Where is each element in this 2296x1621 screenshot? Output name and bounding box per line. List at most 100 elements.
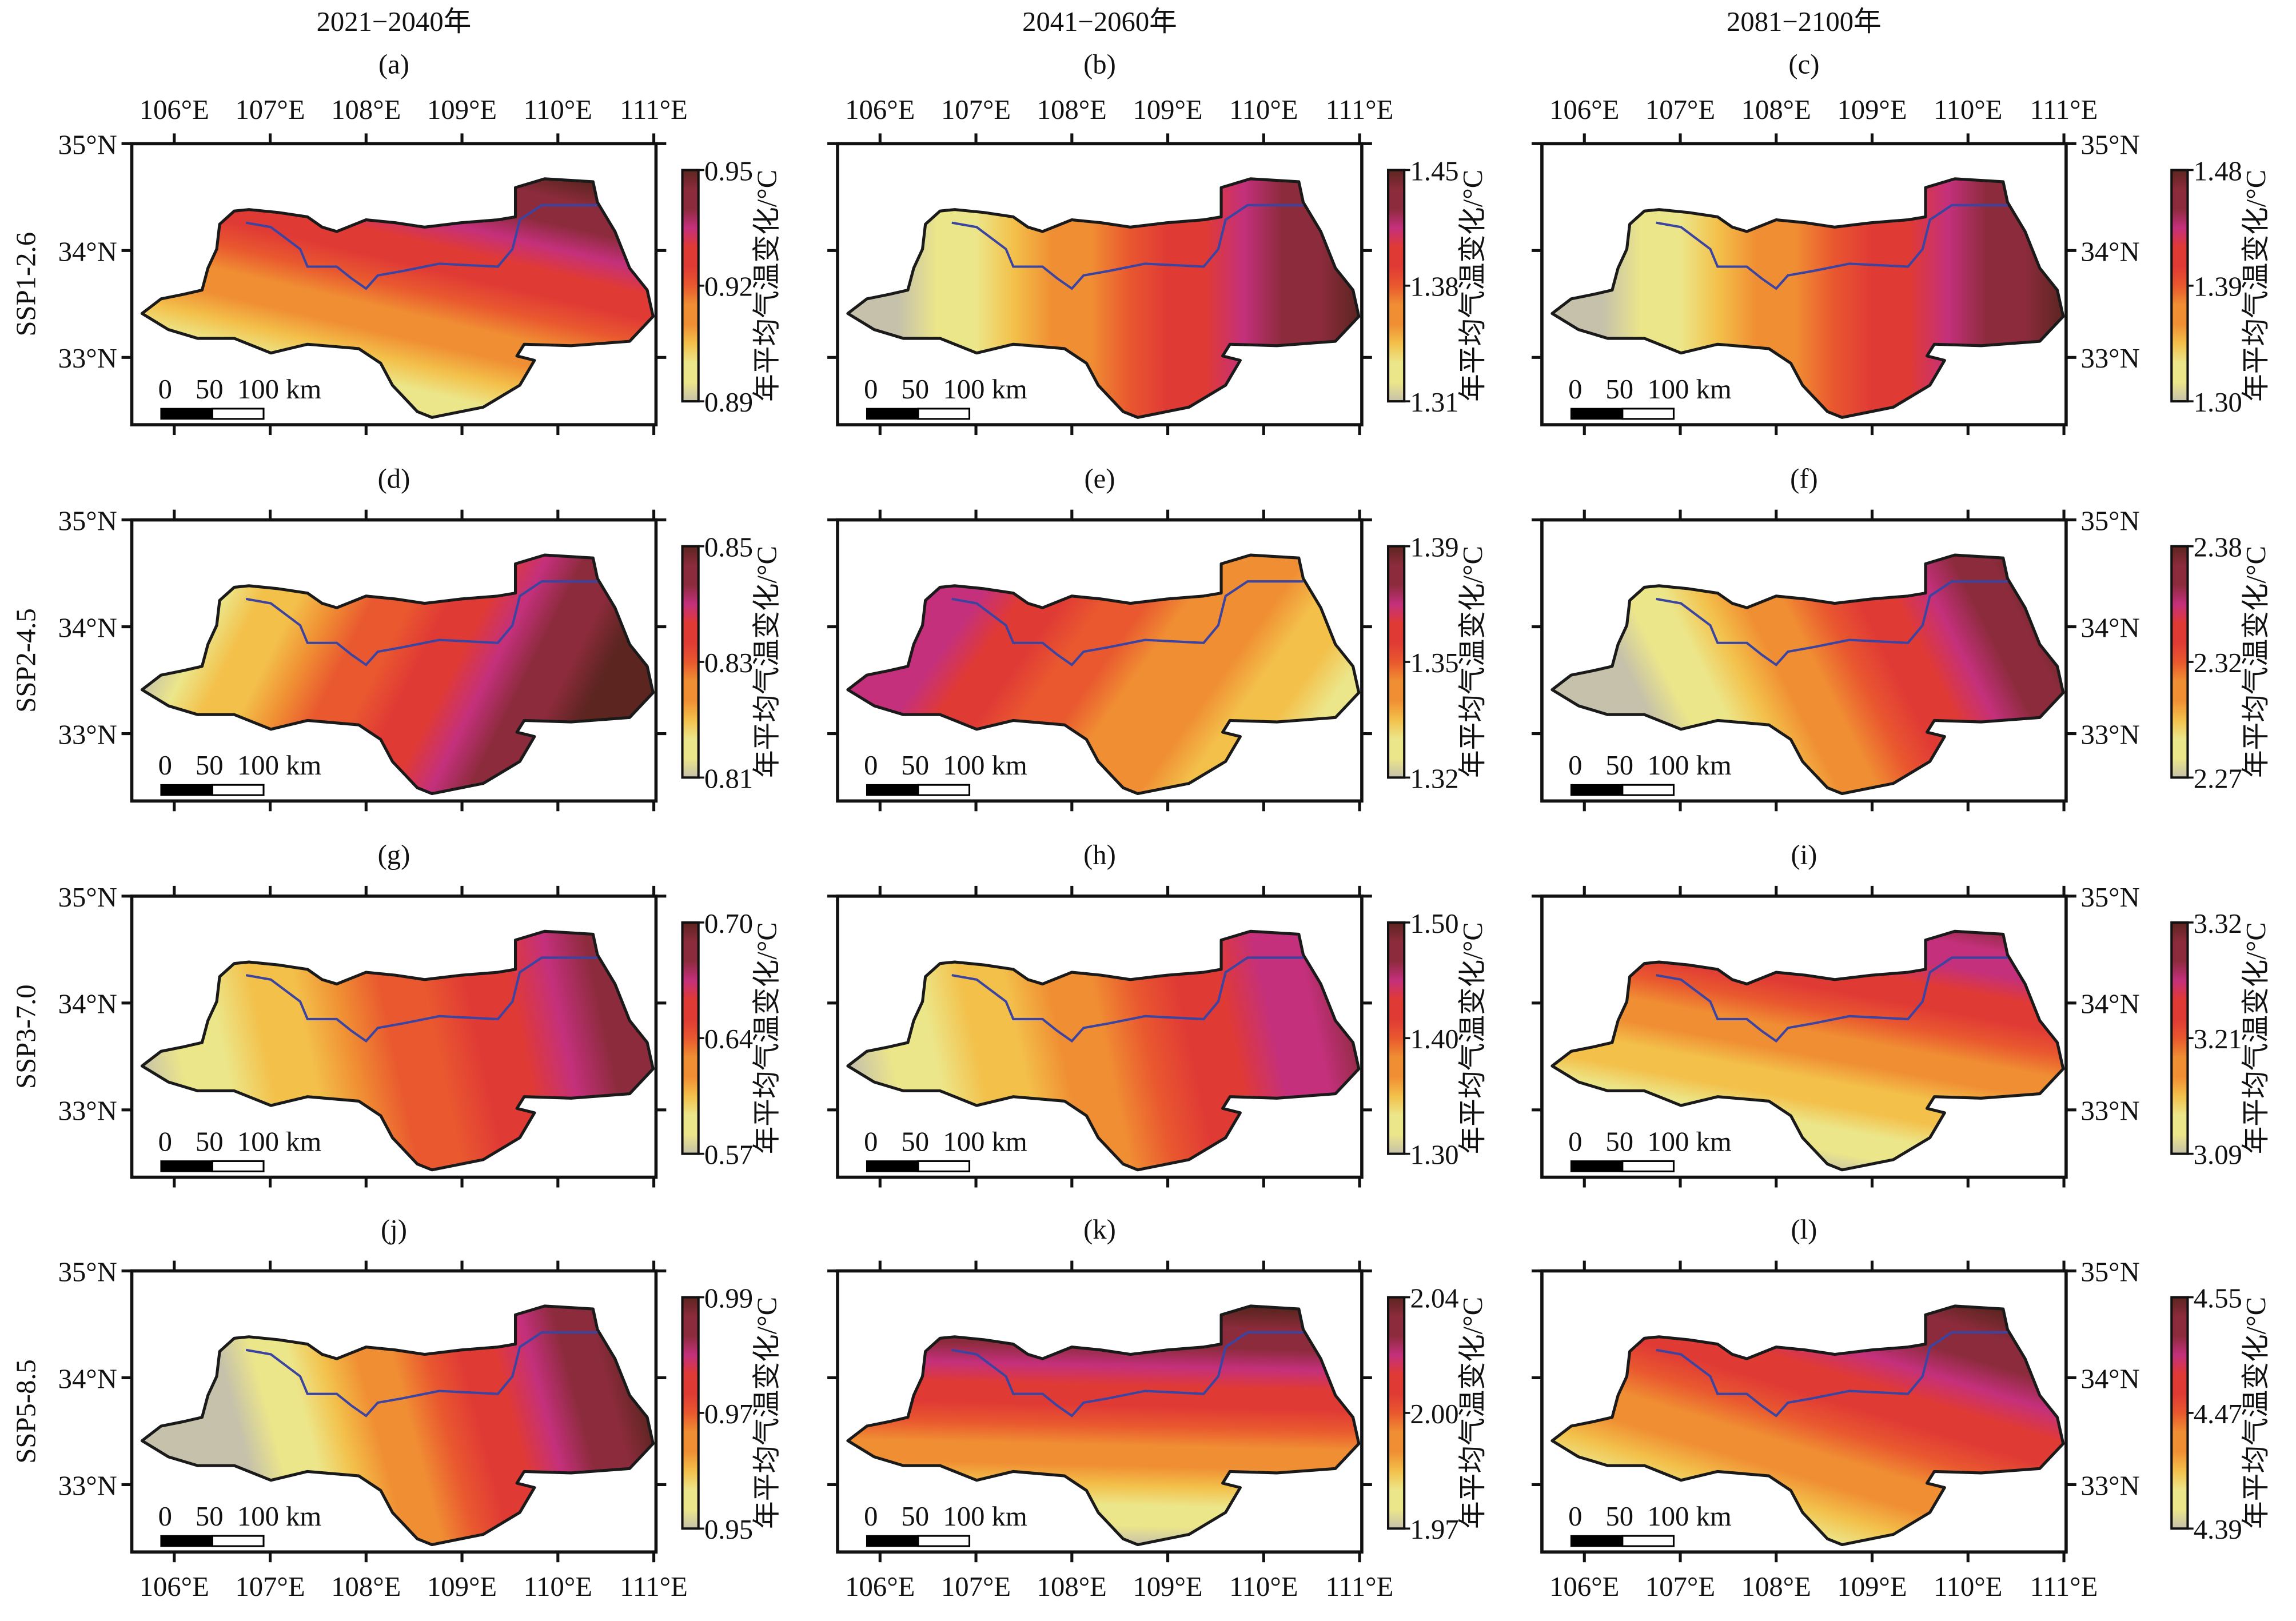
- colorbar-title: 年平均气温变化/°C: [2241, 922, 2271, 1154]
- scale-bar-black: [1570, 1160, 1624, 1172]
- panel-letter: (c): [1788, 49, 1819, 79]
- scale-bar-label: 50: [196, 374, 224, 405]
- lat-label: 35°N: [58, 129, 117, 160]
- colorbar-tick-label: 2.00: [1410, 1399, 1458, 1430]
- lon-label: 106°E: [1549, 1571, 1619, 1602]
- colorbar-tick-label: 1.30: [1410, 1140, 1458, 1171]
- colorbar-title: 年平均气温变化/°C: [2241, 1297, 2271, 1529]
- lat-label: 33°N: [58, 1470, 117, 1501]
- colorbar-tick-label: 3.09: [2194, 1140, 2242, 1171]
- map-panel: (g) 35°N 34°N 33°N 0 50 100 km 0.70 0.64 0.57年平均气…: [58, 839, 782, 1188]
- colorbar: [681, 921, 700, 1155]
- colorbar: [1386, 545, 1406, 779]
- colorbar-tick-label: 0.97: [704, 1399, 753, 1430]
- river-line: [245, 580, 597, 666]
- study-region: [846, 929, 1361, 1172]
- river-line: [245, 203, 597, 290]
- colorbar-title: 年平均气温变化/°C: [2241, 170, 2271, 402]
- colorbar-tick-label: 1.35: [1410, 648, 1458, 678]
- lat-label: 35°N: [58, 1256, 117, 1287]
- colorbar-tick-label: 1.31: [1410, 387, 1458, 418]
- scale-bar-label: 0: [158, 1126, 172, 1157]
- lon-label: 109°E: [427, 1571, 497, 1602]
- scale-bar-label: 50: [901, 374, 929, 405]
- scale-bar-black: [866, 1535, 919, 1547]
- scale-bar-black: [1570, 1535, 1624, 1547]
- lon-label: 106°E: [845, 94, 915, 125]
- lat-label: 35°N: [2081, 1256, 2140, 1287]
- study-region: [140, 929, 655, 1172]
- scale-bar-white: [917, 1160, 971, 1172]
- colorbar-tick-label: 4.39: [2194, 1514, 2242, 1545]
- scale-bar-black: [1570, 408, 1624, 420]
- river-line: [1656, 1331, 2008, 1418]
- river-line: [245, 956, 597, 1043]
- scale-bar-white: [211, 1535, 265, 1547]
- lon-label: 106°E: [1549, 94, 1619, 125]
- scale-bar-white: [917, 1535, 971, 1547]
- lat-label: 34°N: [58, 612, 117, 643]
- colorbar-title: 年平均气温变化/°C: [751, 170, 782, 402]
- lat-label: 33°N: [2081, 343, 2140, 374]
- study-region: [846, 1304, 1361, 1547]
- colorbar-tick-label: 0.85: [704, 532, 753, 563]
- column-title: 2081−2100年: [1727, 6, 1882, 37]
- colorbar-title: 年平均气温变化/°C: [751, 546, 782, 778]
- colorbar: [2170, 545, 2189, 779]
- colorbar-tick-label: 2.04: [1410, 1283, 1458, 1314]
- colorbar-tick-label: 1.50: [1410, 908, 1458, 939]
- colorbar: [1386, 169, 1406, 403]
- panel-letter: (b): [1083, 49, 1116, 79]
- map-panel: (k) 106°E 107°E 108°E 109°E 110°E 111°E 0 50 100 …: [827, 1214, 1488, 1602]
- colorbar-title: 年平均气温变化/°C: [751, 922, 782, 1154]
- scale-bar-label: 100 km: [943, 750, 1027, 781]
- colorbar-tick-label: 2.27: [2194, 763, 2242, 794]
- lon-label: 109°E: [427, 94, 497, 125]
- river-line: [1656, 203, 2008, 290]
- lat-label: 33°N: [58, 719, 117, 750]
- lon-label: 111°E: [2030, 1571, 2098, 1602]
- lat-label: 34°N: [58, 1363, 117, 1394]
- lat-label: 33°N: [2081, 1470, 2140, 1501]
- scale-bar-white: [211, 1160, 265, 1172]
- lon-label: 108°E: [1741, 1571, 1811, 1602]
- scale-bar-black: [160, 1535, 213, 1547]
- colorbar: [2170, 921, 2189, 1155]
- lon-label: 111°E: [1326, 1571, 1394, 1602]
- colorbar-tick-label: 1.40: [1410, 1024, 1458, 1055]
- lon-label: 109°E: [1837, 1571, 1907, 1602]
- lon-label: 106°E: [845, 1571, 915, 1602]
- map-panel: (a) 106°E 107°E 108°E 109°E 110°E 111°E 35°N 34°…: [58, 49, 782, 436]
- scenario-label: SSP2-4.5: [10, 608, 41, 713]
- map-panel: (j) 106°E 107°E 108°E 109°E 110°E 111°E 35°N 34°…: [58, 1214, 783, 1602]
- colorbar-tick-label: 2.32: [2194, 648, 2242, 678]
- scale-bar-white: [1621, 1535, 1675, 1547]
- study-region: [140, 177, 655, 419]
- lon-label: 111°E: [2030, 94, 2098, 125]
- scale-bar-black: [160, 1160, 213, 1172]
- panel-letter: (g): [378, 839, 410, 870]
- scale-bar-label: 100 km: [237, 374, 321, 405]
- colorbar-tick-label: 0.89: [704, 387, 753, 418]
- study-region: [846, 177, 1361, 419]
- lat-label: 33°N: [2081, 1096, 2140, 1127]
- panel-letter: (j): [381, 1214, 407, 1245]
- river-line: [951, 580, 1304, 666]
- lat-label: 34°N: [2081, 612, 2140, 643]
- colorbar-tick-label: 1.32: [1410, 763, 1458, 794]
- colorbar-title: 年平均气温变化/°C: [1457, 170, 1488, 402]
- river-line: [1656, 956, 2008, 1043]
- study-region: [1550, 177, 2065, 419]
- scale-bar-label: 0: [1568, 1126, 1582, 1157]
- colorbar: [1386, 1296, 1406, 1530]
- panel-letter: (e): [1084, 463, 1115, 494]
- lon-label: 108°E: [1037, 1571, 1107, 1602]
- scale-bar-label: 50: [901, 1126, 929, 1157]
- scale-bar-label: 0: [158, 1501, 172, 1532]
- panel-letter: (h): [1083, 839, 1116, 870]
- scale-bar-label: 0: [864, 1126, 878, 1157]
- scale-bar-white: [917, 408, 971, 420]
- study-region: [1550, 1304, 2065, 1547]
- lat-label: 33°N: [2081, 719, 2140, 750]
